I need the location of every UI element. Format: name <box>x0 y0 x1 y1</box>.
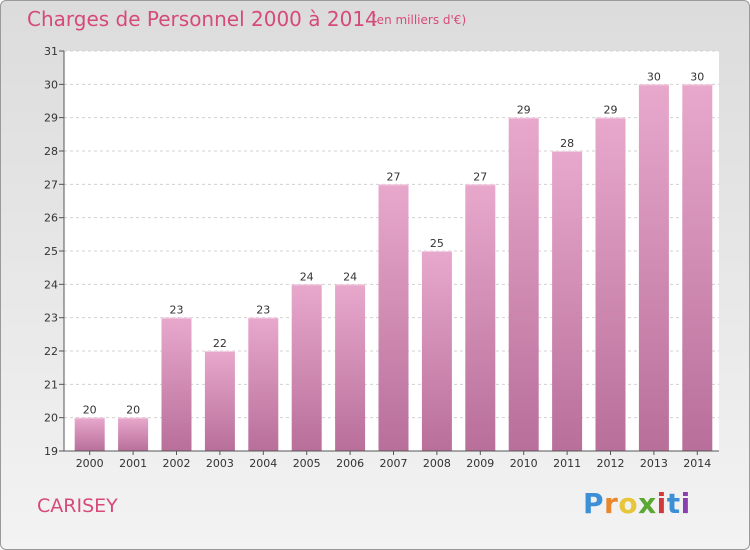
value-label-2014: 30 <box>690 70 704 83</box>
bar-2003 <box>204 351 235 451</box>
logo-letter: t <box>666 487 681 520</box>
y-tick-label: 31 <box>44 45 58 58</box>
bar-2006 <box>335 284 366 451</box>
y-tick-label: 22 <box>44 345 58 358</box>
chart-subtitle: (en milliers d'€) <box>372 13 467 27</box>
bar-2002 <box>161 317 192 451</box>
x-tick-label-2013: 2013 <box>640 457 668 470</box>
logo-letter: o <box>618 487 639 520</box>
value-label-2008: 25 <box>430 237 444 250</box>
y-tick-label: 21 <box>44 378 58 391</box>
y-tick-label: 27 <box>44 178 58 191</box>
x-tick-label-2010: 2010 <box>510 457 538 470</box>
y-tick-label: 19 <box>44 445 58 458</box>
x-tick-label-2006: 2006 <box>336 457 364 470</box>
bar-2014 <box>682 84 713 451</box>
value-label-2007: 27 <box>387 170 401 183</box>
x-tick-label-2003: 2003 <box>206 457 234 470</box>
bar-2000 <box>74 417 105 451</box>
y-tick-label: 29 <box>44 112 58 125</box>
y-tick-label: 20 <box>44 412 58 425</box>
x-tick-label-2002: 2002 <box>163 457 191 470</box>
x-tick-label-2007: 2007 <box>380 457 408 470</box>
value-label-2013: 30 <box>647 70 661 83</box>
bar-2009 <box>465 184 496 452</box>
bar-2010 <box>508 117 539 452</box>
x-tick-label-2014: 2014 <box>683 457 711 470</box>
value-label-2009: 27 <box>473 170 487 183</box>
logo-letter: i <box>656 487 667 520</box>
x-tick-label-2000: 2000 <box>76 457 104 470</box>
x-tick-label-2005: 2005 <box>293 457 321 470</box>
y-tick-label: 30 <box>44 78 58 91</box>
value-label-2003: 22 <box>213 337 227 350</box>
x-tick-label-2001: 2001 <box>119 457 147 470</box>
bar-2007 <box>378 184 409 452</box>
logo-letter: P <box>583 487 605 520</box>
value-label-2000: 20 <box>83 404 97 417</box>
value-label-2002: 23 <box>170 304 184 317</box>
bar-2001 <box>118 417 149 451</box>
bar-2004 <box>248 317 279 451</box>
value-label-2010: 29 <box>517 104 531 117</box>
logo-letter: r <box>604 487 619 520</box>
y-tick-label: 25 <box>44 245 58 258</box>
y-tick-label: 24 <box>44 278 58 291</box>
value-label-2012: 29 <box>604 104 618 117</box>
bar-2011 <box>552 151 583 451</box>
logo-letter: i <box>680 487 691 520</box>
value-label-2011: 28 <box>560 137 574 150</box>
x-tick-label-2008: 2008 <box>423 457 451 470</box>
y-tick-label: 23 <box>44 312 58 325</box>
logo-letter: x <box>638 487 657 520</box>
y-tick-label: 26 <box>44 212 58 225</box>
x-tick-label-2012: 2012 <box>597 457 625 470</box>
proxiti-logo: Proxiti <box>583 487 691 520</box>
commune-name: CARISEY <box>37 495 118 517</box>
bar-2013 <box>638 84 669 451</box>
value-label-2001: 20 <box>126 404 140 417</box>
y-tick-label: 28 <box>44 145 58 158</box>
x-tick-label-2009: 2009 <box>466 457 494 470</box>
value-label-2004: 23 <box>256 304 270 317</box>
bar-2005 <box>291 284 322 451</box>
x-tick-label-2004: 2004 <box>249 457 277 470</box>
x-tick-label-2011: 2011 <box>553 457 581 470</box>
chart-title: Charges de Personnel 2000 à 2014 <box>27 7 378 31</box>
bar-2008 <box>421 251 452 451</box>
value-label-2006: 24 <box>343 270 357 283</box>
value-label-2005: 24 <box>300 270 314 283</box>
bar-2012 <box>595 117 626 452</box>
